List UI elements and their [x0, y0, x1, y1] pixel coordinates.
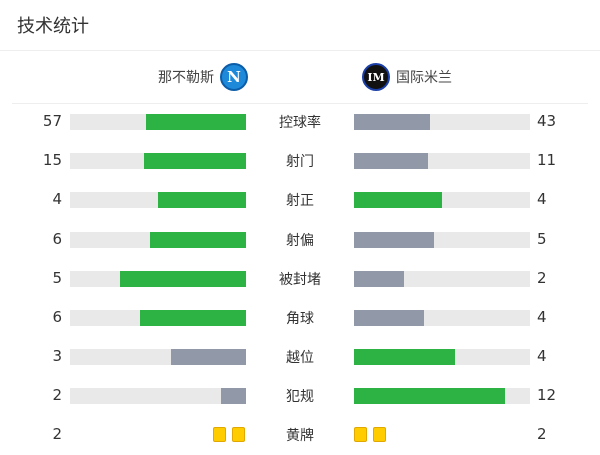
home-bar-fill [220, 388, 246, 405]
away-bar-fill [354, 114, 430, 130]
home-bar-track [70, 192, 246, 209]
yellow-card-icon [354, 427, 367, 442]
away-bar-fill [354, 270, 405, 287]
napoli-logo-icon: N [220, 63, 248, 91]
stat-label: 控球率 [279, 115, 321, 131]
away-team-name: 国际米兰 [396, 70, 452, 86]
home-value: 57 [42, 112, 62, 130]
away-bar-fill [354, 310, 425, 326]
home-value: 5 [52, 268, 62, 287]
away-bar-fill [354, 349, 455, 366]
stat-label: 越位 [286, 350, 314, 367]
page-title: 技术统计 [17, 16, 89, 37]
away-bar-fill [354, 231, 434, 248]
stat-row: 15 射门 11 [0, 151, 600, 171]
home-value: 2 [52, 425, 62, 443]
away-value: 2 [537, 268, 547, 287]
stat-row: 6 射偏 5 [0, 229, 600, 249]
home-bar-track [70, 270, 246, 287]
home-bar-fill [150, 231, 246, 248]
home-bar-track [70, 310, 246, 326]
away-bar-track [354, 349, 530, 366]
stat-label: 犯规 [286, 389, 314, 406]
away-bar-track [354, 270, 530, 287]
divider [12, 103, 588, 104]
home-team-name: 那不勒斯 [158, 70, 214, 86]
home-bar-fill [145, 114, 246, 130]
home-bar-fill [140, 310, 246, 326]
away-value: 5 [537, 229, 547, 248]
away-bar-track [354, 388, 530, 405]
away-bar-track [354, 231, 530, 248]
away-bar-fill [354, 192, 442, 209]
home-bar-fill [170, 349, 246, 366]
home-bar-track [70, 349, 246, 366]
away-bar-track [354, 153, 530, 170]
away-value: 4 [537, 347, 547, 366]
stat-label: 角球 [286, 311, 314, 327]
home-value: 4 [52, 190, 62, 209]
home-bar-fill [120, 270, 246, 287]
stat-row: 3 越位 4 [0, 347, 600, 367]
home-value: 3 [52, 347, 62, 366]
away-value: 4 [537, 190, 547, 209]
stat-label: 射偏 [286, 232, 314, 249]
stat-row: 4 射正 4 [0, 190, 600, 210]
away-value: 4 [537, 308, 547, 326]
home-value: 6 [52, 229, 62, 248]
stat-row: 57 控球率 43 [0, 112, 600, 131]
away-bar-fill [354, 388, 505, 405]
away-bar-fill [354, 153, 429, 170]
away-value: 12 [537, 386, 557, 405]
away-value: 43 [537, 112, 557, 130]
stat-label: 射门 [286, 154, 314, 171]
stat-row: 6 角球 4 [0, 308, 600, 327]
yellow-card-icon [213, 427, 226, 442]
away-bar-track [354, 310, 530, 326]
home-bar-track [70, 153, 246, 170]
stat-label: 射正 [286, 193, 314, 210]
home-value: 2 [52, 386, 62, 405]
yellow-card-icon [232, 427, 245, 442]
divider [0, 50, 600, 51]
stat-row-yellow-cards: 2 黄牌 2 [0, 425, 600, 444]
stat-row: 2 犯规 12 [0, 386, 600, 406]
stat-row: 5 被封堵 2 [0, 268, 600, 288]
stat-label: 被封堵 [279, 271, 321, 288]
away-value: 2 [537, 425, 547, 443]
away-value: 11 [537, 151, 557, 170]
home-team: 那不勒斯 N [158, 63, 248, 91]
away-bar-track [354, 114, 530, 130]
away-bar-track [354, 192, 530, 209]
away-team: IM 国际米兰 [362, 63, 452, 91]
home-bar-fill [144, 153, 246, 170]
home-bar-track [70, 388, 246, 405]
inter-logo-icon: IM [362, 63, 390, 91]
stat-label: 黄牌 [286, 428, 314, 444]
home-bar-fill [158, 192, 246, 209]
home-bar-track [70, 231, 246, 248]
home-value: 6 [52, 308, 62, 326]
home-bar-track [70, 114, 246, 130]
yellow-card-icon [373, 427, 386, 442]
home-value: 15 [42, 151, 62, 170]
